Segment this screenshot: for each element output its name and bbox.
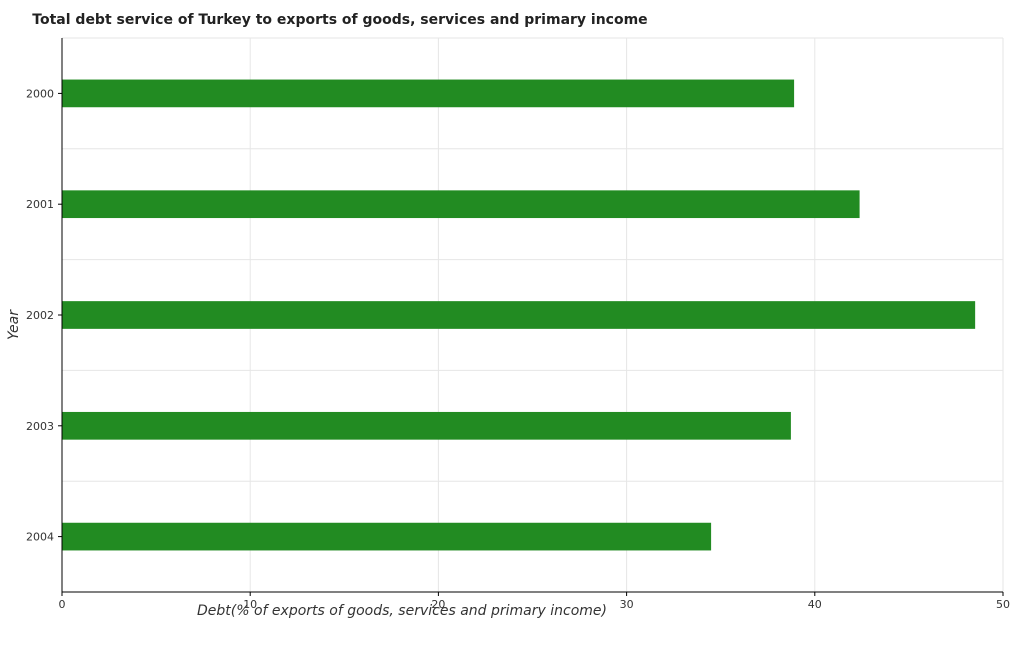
x-tick-label: 10 (243, 598, 257, 611)
chart-title: Total debt service of Turkey to exports … (32, 12, 647, 28)
ticks: 0 10 20 30 40 50 2000 2001 2002 2003 2004 (26, 87, 1010, 611)
y-tick-label: 2003 (26, 420, 54, 433)
bars (62, 79, 976, 551)
bar-2003 (62, 411, 791, 440)
y-axis-label: Year (6, 309, 22, 340)
bar-2002 (62, 301, 976, 329)
x-tick-label: 20 (431, 598, 445, 611)
x-tick-label: 40 (808, 598, 822, 611)
y-tick-label: 2000 (26, 87, 54, 100)
x-tick-label: 50 (996, 598, 1010, 611)
bar-2000 (62, 79, 795, 108)
bar-2001 (62, 190, 860, 219)
x-tick-label: 30 (620, 598, 634, 611)
y-tick-label: 2002 (26, 309, 54, 322)
x-tick-label: 0 (59, 598, 66, 611)
x-axis-label: Debt(% of exports of goods, services and… (197, 603, 607, 619)
y-tick-label: 2004 (26, 531, 54, 544)
bar-2004 (62, 522, 712, 551)
y-tick-label: 2001 (26, 198, 54, 211)
